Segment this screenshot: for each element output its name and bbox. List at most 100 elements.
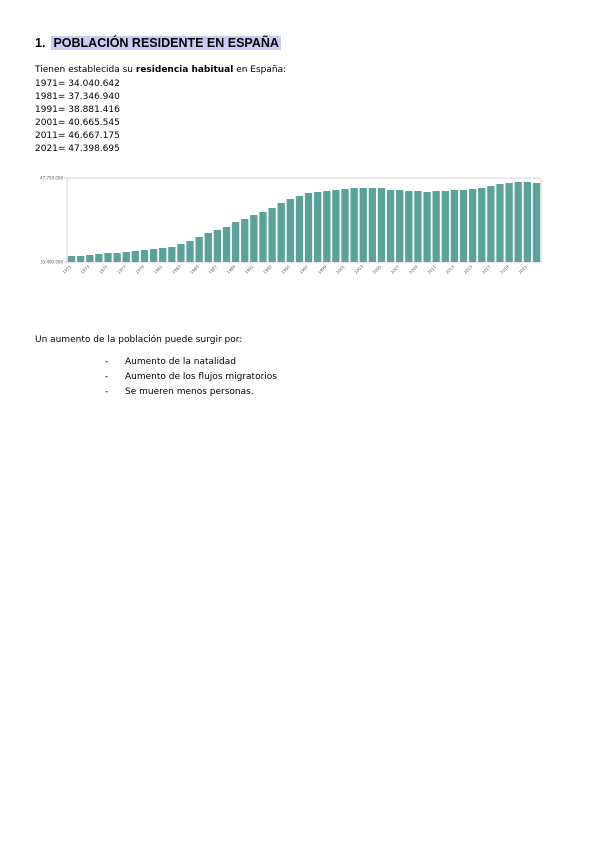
stats: 1971= 34.040.642 1981= 37.346.940 1991= 38… xyxy=(35,78,120,156)
bar xyxy=(104,253,112,262)
heading-title: POBLACIÓN RESIDENTE EN ESPAÑA xyxy=(51,36,281,50)
y-tick-label: 33.400.000 xyxy=(40,260,63,265)
bullet: - xyxy=(105,357,109,367)
stat-line: 1981= 37.346.940 xyxy=(35,92,120,102)
cause-text: Se mueren menos personas. xyxy=(125,387,254,397)
bar xyxy=(250,215,258,262)
x-tick-label: 1993 xyxy=(262,264,273,275)
x-tick-label: 1973 xyxy=(80,264,91,275)
x-tick-label: 2009 xyxy=(408,264,419,275)
x-tick-label: 2011 xyxy=(426,264,437,275)
x-tick-label: 1997 xyxy=(299,264,310,275)
intro-text: Tienen establecida su xyxy=(35,65,136,75)
bar xyxy=(423,192,431,262)
x-tick-label: 2007 xyxy=(390,264,401,275)
bar xyxy=(496,184,504,262)
bar xyxy=(295,196,304,262)
bar xyxy=(432,191,440,262)
bar xyxy=(122,252,130,262)
bar xyxy=(159,247,167,262)
bar xyxy=(478,187,486,262)
x-tick-label: 2003 xyxy=(353,264,364,275)
x-tick-label: 1977 xyxy=(116,264,127,275)
bar xyxy=(441,191,449,262)
bar xyxy=(168,247,176,262)
intro: Tienen establecida su residencia habitua… xyxy=(35,64,286,77)
x-tick-label: 1979 xyxy=(134,264,145,275)
intro-bold: residencia habitual xyxy=(135,65,234,75)
bar xyxy=(277,203,285,262)
x-tick-label: 2015 xyxy=(463,264,474,275)
bar xyxy=(487,186,495,262)
x-tick-label: 2017 xyxy=(481,264,492,275)
bar xyxy=(350,187,358,262)
bar xyxy=(213,229,222,262)
cause-list: - Aumento de la natalidad - Aumento de los … xyxy=(105,355,277,400)
cause-intro: Un aumento de la población puede surgir … xyxy=(35,335,243,345)
bar xyxy=(195,236,203,262)
x-tick-label: 1999 xyxy=(317,264,328,275)
x-tick-label: 1985 xyxy=(189,264,200,275)
cause-item: - Se mueren menos personas. xyxy=(105,385,277,400)
bar xyxy=(77,256,85,262)
bar xyxy=(304,193,313,262)
bar xyxy=(149,248,158,262)
bar xyxy=(95,253,103,262)
bar xyxy=(405,191,413,262)
bullet: - xyxy=(105,387,109,397)
bar xyxy=(450,190,459,262)
stat-line: 1991= 38.881.416 xyxy=(35,105,120,115)
bar xyxy=(231,222,240,262)
bar xyxy=(177,244,185,262)
x-tick-label: 1989 xyxy=(226,264,237,275)
x-tick-label: 2013 xyxy=(444,264,455,275)
bar xyxy=(67,256,76,262)
bar xyxy=(514,181,522,262)
bar xyxy=(532,182,541,262)
x-tick-label: 1983 xyxy=(171,264,182,275)
bar xyxy=(459,190,468,262)
cause-text: Aumento de los flujos migratorios xyxy=(125,372,277,382)
bar xyxy=(140,250,149,262)
plot-frame xyxy=(66,177,542,263)
x-tick-label: 1995 xyxy=(280,264,291,275)
x-tick-label: 2019 xyxy=(499,264,510,275)
y-tick-label: 47.750.000 xyxy=(40,176,63,181)
x-tick-label: 1987 xyxy=(207,264,218,275)
heading: 1. POBLACIÓN RESIDENTE EN ESPAÑA xyxy=(35,36,281,50)
x-tick-label: 2021 xyxy=(517,264,528,275)
bar xyxy=(268,208,276,262)
bar xyxy=(222,227,231,262)
stat-line: 2021= 47.398.695 xyxy=(35,144,120,154)
cause-item: - Aumento de la natalidad xyxy=(105,355,277,370)
bar xyxy=(131,251,140,262)
bar xyxy=(286,199,294,262)
bar xyxy=(204,233,212,262)
bar xyxy=(323,191,331,262)
bar xyxy=(468,188,477,262)
bar xyxy=(86,254,94,262)
x-tick-label: 1981 xyxy=(153,264,164,275)
bar xyxy=(314,192,322,262)
bar xyxy=(505,182,513,262)
bar xyxy=(259,211,267,262)
x-tick-label: 2001 xyxy=(335,264,346,275)
x-tick-label: 1971 xyxy=(62,264,73,275)
bullet: - xyxy=(105,372,109,382)
cause-text: Aumento de la natalidad xyxy=(125,357,236,367)
cause-item: - Aumento de los flujos migratorios xyxy=(105,370,277,385)
intro-text: en España: xyxy=(233,65,287,75)
bar xyxy=(241,218,249,262)
bar xyxy=(341,188,349,262)
bar xyxy=(186,241,194,262)
heading-number: 1. xyxy=(35,36,46,50)
bar xyxy=(414,191,422,262)
bar xyxy=(332,190,340,262)
bar xyxy=(113,253,121,262)
x-tick-label: 2005 xyxy=(371,264,382,275)
x-tick-label: 1975 xyxy=(98,264,109,275)
chart: 33.400.000 47.750.000 1971 1973 1975 1977 1979… xyxy=(40,176,542,275)
stat-line: 2011= 46.667.175 xyxy=(35,131,120,141)
x-tick-label: 1991 xyxy=(244,264,255,275)
